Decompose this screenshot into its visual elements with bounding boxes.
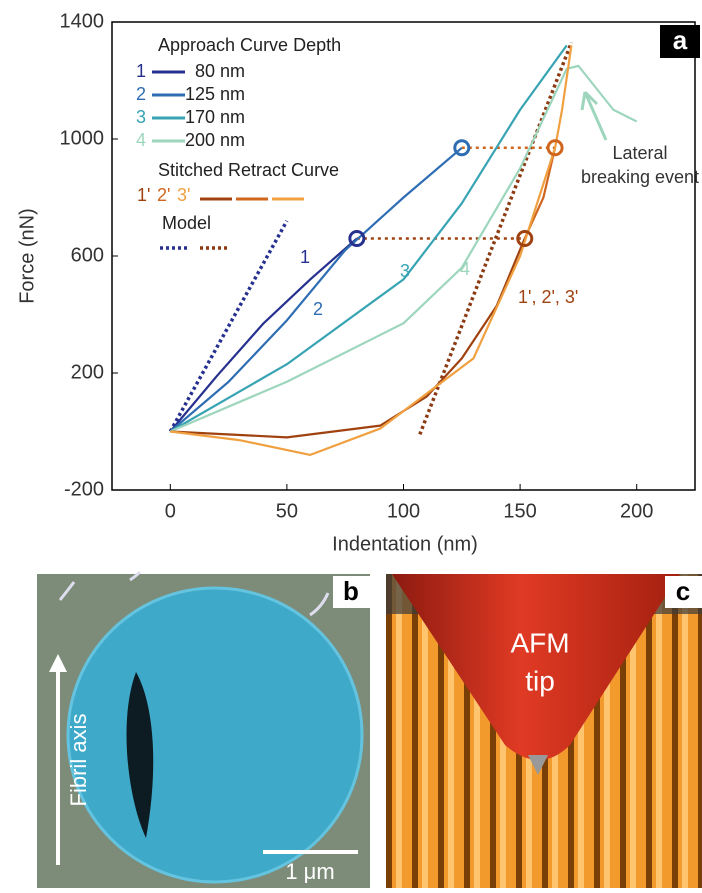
legend-label: 3' xyxy=(177,185,190,205)
legend-title: Approach Curve Depth xyxy=(158,35,341,55)
figure: a Indentation (nm) Force (nN) 0 50 100 150 2… xyxy=(0,0,702,888)
x-axis-label: Indentation (nm) xyxy=(332,533,478,555)
annotation: 1', 2', 3' xyxy=(518,287,578,307)
panel-b: b Fibril axis 1 μm xyxy=(37,572,370,888)
legend-number: 3 xyxy=(136,107,146,127)
curve xyxy=(170,238,524,437)
annotation: Lateral xyxy=(612,143,667,163)
tip-text: tip xyxy=(525,665,555,696)
legend-number: 4 xyxy=(136,130,146,150)
legend-number: 2 xyxy=(136,84,146,104)
x-tick-label: 0 xyxy=(165,500,176,522)
annotation: 4 xyxy=(460,259,470,279)
annotation: 1 xyxy=(300,247,310,267)
annotation-arrow xyxy=(582,92,606,140)
tip-text: AFM xyxy=(510,627,569,658)
x-tick-label: 100 xyxy=(387,500,420,522)
legend-label: 200 nm xyxy=(185,130,245,150)
legend-label: 125 nm xyxy=(185,84,245,104)
y-tick-label: 1400 xyxy=(60,10,105,32)
annotation: breaking event xyxy=(581,167,699,187)
panel-label: b xyxy=(343,576,359,606)
curve xyxy=(170,148,462,432)
legend-label: 170 nm xyxy=(185,107,245,127)
model-line xyxy=(170,221,287,432)
panel-c: c AFM tip xyxy=(386,574,702,888)
panel-label: a xyxy=(673,25,688,55)
panel-label: c xyxy=(676,576,690,606)
scale-text: 1 μm xyxy=(285,859,334,884)
legend-number: 1 xyxy=(136,61,146,81)
x-tick-label: 200 xyxy=(620,500,653,522)
y-tick-label: 600 xyxy=(71,244,104,266)
x-tick-label: 50 xyxy=(276,500,298,522)
y-tick-label: 1000 xyxy=(60,127,105,149)
legend-title: Stitched Retract Curve xyxy=(158,160,339,180)
y-tick-label: -200 xyxy=(64,478,104,500)
x-tick-label: 150 xyxy=(503,500,536,522)
legend-title: Model xyxy=(162,213,211,233)
fibril-cross-section xyxy=(68,588,362,882)
axis-text: Fibril axis xyxy=(66,714,91,807)
y-axis-label: Force (nN) xyxy=(16,208,38,304)
plot: 0 50 100 150 200 -200 200 600 1000 1400 Approach C… xyxy=(60,10,700,522)
annotation: 2 xyxy=(313,299,323,319)
legend-label: 2' xyxy=(157,185,170,205)
legend-label: 1' xyxy=(137,185,150,205)
annotation: 3 xyxy=(400,261,410,281)
y-tick-label: 200 xyxy=(71,361,104,383)
legend-label: 80 nm xyxy=(195,61,245,81)
